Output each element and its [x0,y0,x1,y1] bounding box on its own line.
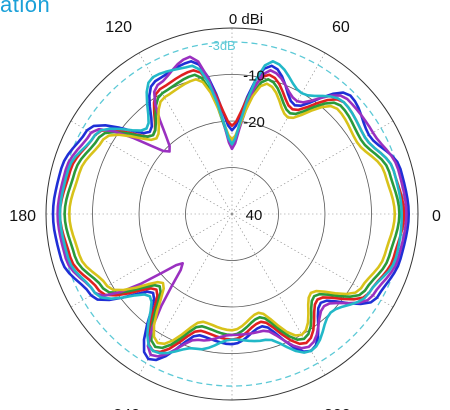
grid-spoke [231,120,394,215]
angle-label-60: 60 [332,19,350,36]
grid-spoke [231,213,394,308]
grid-ring [185,167,279,261]
angle-label-180: 180 [9,208,36,225]
grid-spoke [138,213,233,376]
series-line-6 [58,60,403,355]
page-title-fragment: ation [0,0,51,17]
radial-tick-label: 40 [246,207,263,224]
grid-spoke [70,120,233,215]
radial-tick-label: -10 [243,68,265,85]
radial-tick-label: 0 dBi [229,11,263,28]
grid-spoke [70,213,233,308]
polar-grid [45,27,419,401]
series-line-4 [56,55,408,358]
angle-label-240: 240 [113,407,140,410]
series-line-3 [63,73,401,350]
grid-spoke [231,213,326,376]
angle-label-120: 120 [105,19,132,36]
series-layer [51,55,410,362]
grid-spoke [231,52,326,215]
angle-label-0: 0 [432,208,441,225]
outer-ring [45,27,419,401]
reference-ring-label: -3dB [208,38,235,53]
series-line-5 [68,78,397,346]
axis-labels: 0 60 120 180 240 300 0 dBi -10 -20 40 -3dB [9,11,441,410]
grid-ring [92,74,372,354]
radial-tick-label: -20 [243,114,265,131]
grid-spoke [138,52,233,215]
angle-label-300: 300 [324,407,351,410]
